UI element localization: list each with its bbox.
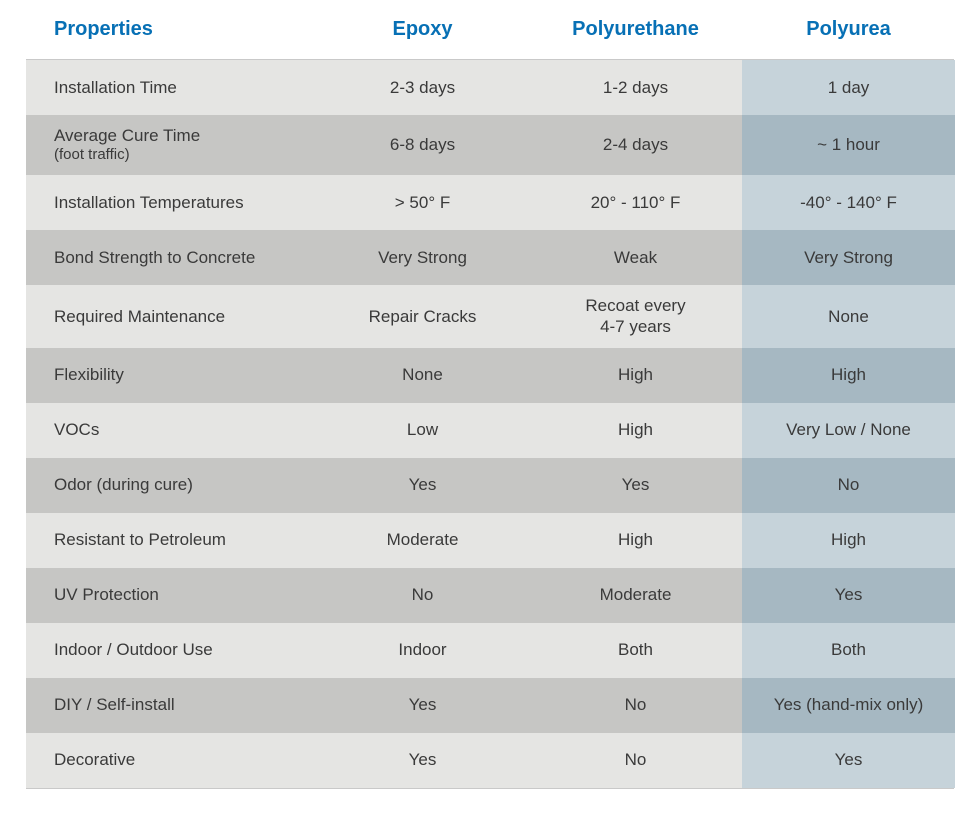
- table-row: DIY / Self-installYesNoYes (hand-mix onl…: [26, 678, 954, 733]
- table-row: Installation Temperatures> 50° F20° - 11…: [26, 175, 954, 230]
- property-cell: Required Maintenance: [26, 285, 316, 348]
- value-cell-epoxy: 2-3 days: [316, 60, 529, 115]
- value-cell-epoxy: Indoor: [316, 623, 529, 678]
- value-cell-epoxy: Yes: [316, 733, 529, 788]
- value-cell-epoxy: Low: [316, 403, 529, 458]
- value-cell-polyurethane: 1-2 days: [529, 60, 742, 115]
- value-cell-polyurea: Yes (hand-mix only): [742, 678, 955, 733]
- value-cell-epoxy: No: [316, 568, 529, 623]
- property-cell: DIY / Self-install: [26, 678, 316, 733]
- table-header-row: Properties Epoxy Polyurethane Polyurea: [26, 0, 954, 59]
- value-cell-epoxy: > 50° F: [316, 175, 529, 230]
- property-cell: Decorative: [26, 733, 316, 788]
- value-cell-epoxy: Yes: [316, 458, 529, 513]
- value-cell-epoxy: None: [316, 348, 529, 403]
- value-cell-polyurea: ~ 1 hour: [742, 115, 955, 175]
- property-cell: Flexibility: [26, 348, 316, 403]
- value-cell-polyurethane: No: [529, 733, 742, 788]
- value-cell-epoxy: Repair Cracks: [316, 285, 529, 348]
- table-row: Average Cure Time(foot traffic)6-8 days2…: [26, 115, 954, 175]
- column-header-properties: Properties: [26, 18, 316, 41]
- value-cell-polyurea: Very Low / None: [742, 403, 955, 458]
- table-row: Odor (during cure)YesYesNo: [26, 458, 954, 513]
- value-cell-polyurea: No: [742, 458, 955, 513]
- table-body: Installation Time2-3 days1-2 days1 dayAv…: [26, 59, 954, 789]
- value-cell-polyurethane: High: [529, 513, 742, 568]
- value-cell-epoxy: Yes: [316, 678, 529, 733]
- value-cell-epoxy: 6-8 days: [316, 115, 529, 175]
- property-sublabel: (foot traffic): [54, 146, 130, 165]
- table-row: Bond Strength to ConcreteVery StrongWeak…: [26, 230, 954, 285]
- property-cell: Resistant to Petroleum: [26, 513, 316, 568]
- value-cell-polyurea: None: [742, 285, 955, 348]
- property-cell: Installation Temperatures: [26, 175, 316, 230]
- value-cell-polyurethane: High: [529, 403, 742, 458]
- value-cell-polyurea: Yes: [742, 568, 955, 623]
- value-cell-polyurea: Both: [742, 623, 955, 678]
- value-cell-polyurethane: 20° - 110° F: [529, 175, 742, 230]
- column-header-polyurea: Polyurea: [742, 18, 955, 41]
- value-cell-polyurea: 1 day: [742, 60, 955, 115]
- value-cell-polyurethane: Yes: [529, 458, 742, 513]
- value-cell-polyurea: High: [742, 513, 955, 568]
- property-cell: Indoor / Outdoor Use: [26, 623, 316, 678]
- table-row: FlexibilityNoneHighHigh: [26, 348, 954, 403]
- property-cell: Bond Strength to Concrete: [26, 230, 316, 285]
- value-cell-polyurethane: High: [529, 348, 742, 403]
- comparison-table: Properties Epoxy Polyurethane Polyurea I…: [0, 0, 980, 815]
- value-cell-polyurea: Very Strong: [742, 230, 955, 285]
- table-row: Required MaintenanceRepair CracksRecoat …: [26, 285, 954, 348]
- column-header-polyurethane: Polyurethane: [529, 18, 742, 41]
- column-header-epoxy: Epoxy: [316, 18, 529, 41]
- value-cell-polyurethane: Both: [529, 623, 742, 678]
- table-row: DecorativeYesNoYes: [26, 733, 954, 788]
- value-cell-epoxy: Very Strong: [316, 230, 529, 285]
- value-cell-polyurethane: 2-4 days: [529, 115, 742, 175]
- property-label: Average Cure Time: [54, 125, 200, 146]
- table-row: Resistant to PetroleumModerateHighHigh: [26, 513, 954, 568]
- value-cell-polyurethane: Recoat every4-7 years: [529, 285, 742, 348]
- table-row: UV ProtectionNoModerateYes: [26, 568, 954, 623]
- value-cell-polyurea: High: [742, 348, 955, 403]
- property-cell: UV Protection: [26, 568, 316, 623]
- value-cell-polyurethane: Moderate: [529, 568, 742, 623]
- property-cell: VOCs: [26, 403, 316, 458]
- value-cell-polyurea: Yes: [742, 733, 955, 788]
- property-cell: Average Cure Time(foot traffic): [26, 115, 316, 175]
- value-cell-epoxy: Moderate: [316, 513, 529, 568]
- table-row: Indoor / Outdoor UseIndoorBothBoth: [26, 623, 954, 678]
- value-cell-polyurethane: No: [529, 678, 742, 733]
- table-row: VOCsLowHighVery Low / None: [26, 403, 954, 458]
- table-row: Installation Time2-3 days1-2 days1 day: [26, 60, 954, 115]
- property-cell: Odor (during cure): [26, 458, 316, 513]
- value-cell-polyurea: -40° - 140° F: [742, 175, 955, 230]
- property-cell: Installation Time: [26, 60, 316, 115]
- value-cell-polyurethane: Weak: [529, 230, 742, 285]
